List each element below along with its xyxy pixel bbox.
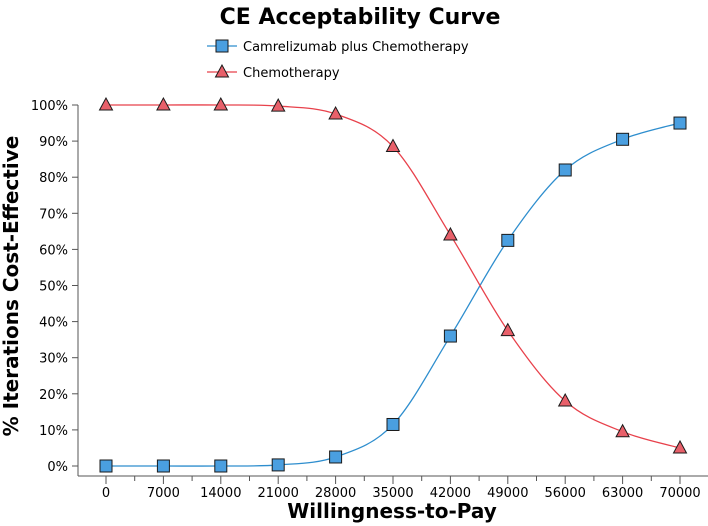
legend-label: Camrelizumab plus Chemotherapy	[243, 40, 469, 55]
y-tick-label: 40%	[39, 316, 68, 331]
data-point-square	[386, 417, 400, 431]
data-point-triangle	[328, 105, 343, 120]
x-axis-title: Willingness-to-Pay	[287, 499, 497, 523]
data-point-square	[616, 132, 630, 146]
series-1	[98, 96, 688, 454]
y-tick-label: 50%	[39, 280, 68, 295]
y-tick-label: 60%	[39, 243, 68, 258]
data-point-triangle	[443, 226, 458, 241]
series-layer	[98, 96, 688, 473]
data-point-square	[214, 459, 228, 473]
y-tick-label: 20%	[39, 388, 68, 403]
series-0	[99, 116, 687, 473]
x-tick-label: 42000	[430, 486, 471, 501]
y-tick-label: 90%	[39, 135, 68, 150]
x-tick-label: 49000	[487, 486, 528, 501]
data-point-square	[443, 329, 457, 343]
x-tick-label: 14000	[200, 486, 241, 501]
data-point-triangle	[270, 98, 286, 112]
data-point-triangle	[500, 322, 516, 337]
data-point-triangle	[672, 439, 688, 454]
x-tick-label: 0	[102, 486, 110, 501]
x-tick-label: 56000	[545, 486, 586, 501]
data-point-triangle	[213, 96, 229, 111]
data-point-square	[99, 459, 113, 473]
x-tick-label: 7000	[147, 486, 180, 501]
y-tick-label: 10%	[39, 424, 68, 439]
y-tick-label: 0%	[47, 460, 68, 475]
data-point-triangle	[98, 96, 114, 111]
legend-item: Chemotherapy	[207, 63, 340, 81]
legend-item: Camrelizumab plus Chemotherapy	[207, 39, 469, 55]
series-line	[105, 104, 681, 449]
y-tick-label: 80%	[39, 171, 68, 186]
x-tick-label: 35000	[372, 486, 413, 501]
y-axis-title: % Iterations Cost-Effective	[0, 136, 23, 437]
data-point-square	[156, 459, 170, 473]
x-tick-label: 63000	[602, 486, 643, 501]
data-point-square	[501, 233, 515, 247]
legend-label: Chemotherapy	[243, 66, 340, 81]
data-point-square	[673, 116, 687, 130]
data-point-triangle	[557, 392, 573, 407]
chart-title: CE Acceptability Curve	[220, 5, 501, 30]
legend-swatch-marker	[215, 39, 229, 53]
x-tick-label: 70000	[659, 486, 700, 501]
y-tick-label: 70%	[39, 207, 68, 222]
y-axis-ticks: 0% 10% 20% 30% 40% 50% 60% 70% 80% 90% 100%	[31, 99, 78, 475]
data-point-triangle	[385, 138, 401, 153]
data-point-triangle	[615, 423, 630, 438]
y-tick-label: 30%	[39, 352, 68, 367]
legend-swatch-marker	[214, 63, 230, 78]
data-point-square	[329, 450, 343, 464]
data-point-triangle	[156, 96, 171, 111]
data-point-square	[558, 163, 572, 177]
data-point-square	[271, 458, 285, 472]
y-tick-label: 100%	[31, 99, 68, 114]
series-line	[106, 122, 681, 467]
x-tick-label: 21000	[258, 486, 299, 501]
x-tick-label: 28000	[315, 486, 356, 501]
x-axis-ticks: 0 7000 14000 21000 28000 35000 42000 49000 56000…	[102, 476, 701, 501]
legend: Camrelizumab plus Chemotherapy Chemothera…	[207, 39, 469, 81]
